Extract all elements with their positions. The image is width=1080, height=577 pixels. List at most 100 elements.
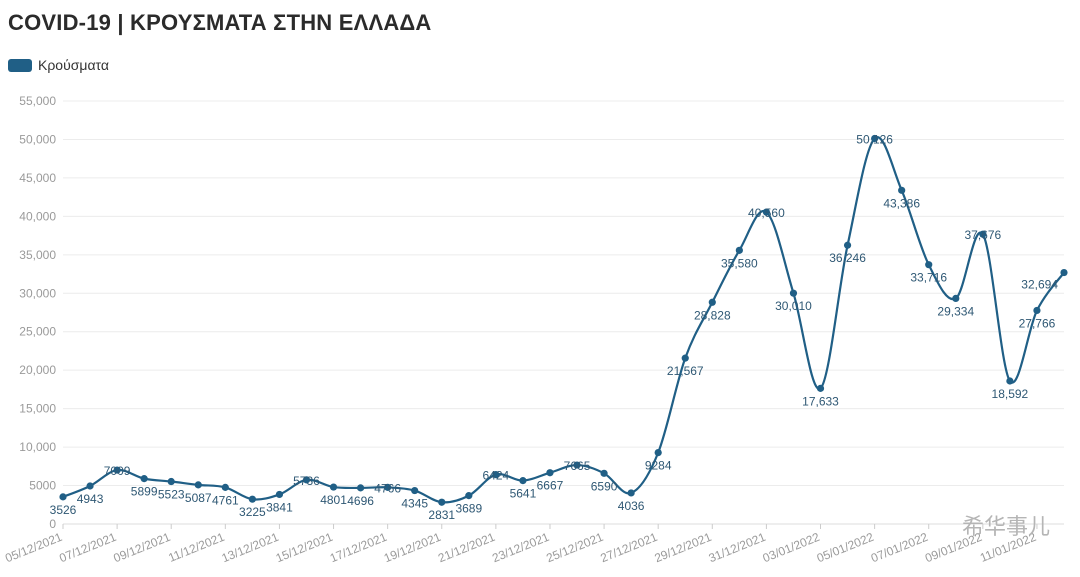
data-label: 18,592 (992, 387, 1029, 401)
data-label: 4696 (347, 494, 374, 508)
x-tick-label: 07/12/2021 (57, 530, 118, 566)
data-point[interactable] (329, 483, 338, 491)
data-point[interactable] (1006, 377, 1014, 385)
x-tick-label: 31/12/2021 (707, 530, 768, 566)
data-label: 5087 (185, 491, 212, 505)
data-label: 3689 (455, 502, 482, 516)
data-point[interactable] (925, 261, 933, 269)
data-point[interactable] (654, 448, 662, 457)
y-tick-label: 30,000 (19, 286, 56, 300)
data-point[interactable] (411, 486, 419, 495)
x-tick-label: 15/12/2021 (274, 530, 335, 566)
data-point[interactable] (898, 186, 906, 194)
x-tick-label: 23/12/2021 (490, 530, 551, 566)
data-label: 5736 (293, 474, 320, 488)
x-tick-label: 19/12/2021 (382, 530, 443, 566)
data-point[interactable] (221, 483, 229, 491)
data-label: 32,694 (1021, 278, 1058, 292)
x-tick-label: 05/12/2021 (3, 530, 64, 566)
data-label: 29,334 (937, 304, 974, 318)
data-point[interactable] (979, 230, 987, 238)
data-label: 36,246 (829, 251, 866, 265)
data-point[interactable] (573, 461, 581, 469)
legend[interactable]: Κρούσματα (8, 57, 109, 73)
watermark: 希华事儿 (961, 514, 1050, 539)
x-tick-label: 21/12/2021 (436, 530, 497, 566)
x-axis: 05/12/202107/12/202109/12/202111/12/2021… (3, 524, 1038, 565)
data-label: 7665 (564, 459, 591, 473)
x-tick-label: 17/12/2021 (328, 530, 389, 566)
data-point[interactable] (356, 484, 365, 492)
data-label: 5641 (510, 487, 537, 501)
data-label: 4036 (618, 499, 645, 513)
chart-title: COVID-19 | ΚΡΟΥΣΜΑΤΑ ΣΤΗΝ ΕΛΛΑΔΑ (8, 10, 432, 35)
data-point[interactable] (546, 469, 554, 477)
y-tick-label: 10,000 (19, 440, 56, 454)
data-point[interactable] (194, 481, 202, 489)
data-label: 3841 (266, 500, 293, 514)
y-tick-label: 45,000 (19, 171, 56, 185)
data-point[interactable] (816, 384, 825, 392)
data-label: 6667 (537, 479, 564, 493)
data-point[interactable] (59, 493, 67, 501)
data-point[interactable] (140, 475, 148, 483)
data-point[interactable] (113, 466, 121, 474)
data-label: 4766 (374, 481, 401, 495)
data-point[interactable] (465, 492, 473, 500)
data-point[interactable] (384, 483, 392, 491)
data-label: 43,386 (883, 196, 920, 210)
data-point[interactable] (167, 477, 175, 486)
data-point[interactable] (1033, 306, 1041, 315)
data-label: 4345 (401, 497, 428, 511)
x-tick-label: 07/01/2022 (869, 530, 930, 566)
data-label: 28,828 (694, 308, 731, 322)
data-label: 4943 (77, 492, 104, 506)
data-label: 7009 (104, 464, 131, 478)
x-tick-label: 13/12/2021 (220, 530, 281, 566)
x-tick-label: 03/01/2022 (761, 530, 822, 566)
data-label: 37,676 (964, 228, 1001, 242)
data-point[interactable] (438, 498, 446, 506)
data-point[interactable] (248, 495, 256, 503)
data-label: 3526 (50, 503, 77, 517)
data-point[interactable] (762, 208, 771, 216)
y-tick-label: 5000 (29, 479, 56, 493)
data-point[interactable] (789, 289, 798, 297)
data-label: 6424 (483, 469, 510, 483)
data-point[interactable] (843, 241, 852, 249)
data-point[interactable] (708, 298, 716, 306)
data-label: 35,580 (721, 256, 758, 270)
data-label: 30,010 (775, 299, 812, 313)
data-point[interactable] (735, 246, 743, 254)
data-label: 3225 (239, 505, 266, 519)
data-point[interactable] (1060, 268, 1068, 277)
data-point[interactable] (86, 482, 94, 490)
data-label: 50,126 (856, 132, 893, 146)
data-label: 40,560 (748, 206, 785, 220)
data-label: 33,716 (910, 271, 947, 285)
data-point[interactable] (952, 294, 960, 302)
data-label: 6590 (591, 479, 618, 493)
y-tick-label: 15,000 (19, 402, 56, 416)
data-point[interactable] (627, 489, 635, 497)
y-tick-label: 35,000 (19, 248, 56, 262)
x-tick-label: 27/12/2021 (598, 530, 659, 566)
x-tick-label: 11/12/2021 (166, 530, 226, 565)
data-point[interactable] (871, 134, 879, 143)
x-tick-label: 29/12/2021 (652, 530, 713, 566)
x-tick-label: 05/01/2022 (815, 530, 876, 566)
data-point[interactable] (302, 476, 311, 484)
data-point[interactable] (519, 477, 527, 485)
y-tick-label: 25,000 (19, 325, 56, 339)
y-tick-label: 55,000 (19, 94, 56, 108)
data-point[interactable] (681, 354, 689, 362)
data-label: 5523 (158, 488, 185, 502)
y-tick-label: 50,000 (19, 132, 56, 146)
y-tick-label: 40,000 (19, 209, 56, 223)
data-label: 4801 (320, 493, 347, 507)
data-point[interactable] (492, 470, 500, 479)
data-point[interactable] (600, 469, 608, 477)
data-point[interactable] (275, 490, 284, 499)
